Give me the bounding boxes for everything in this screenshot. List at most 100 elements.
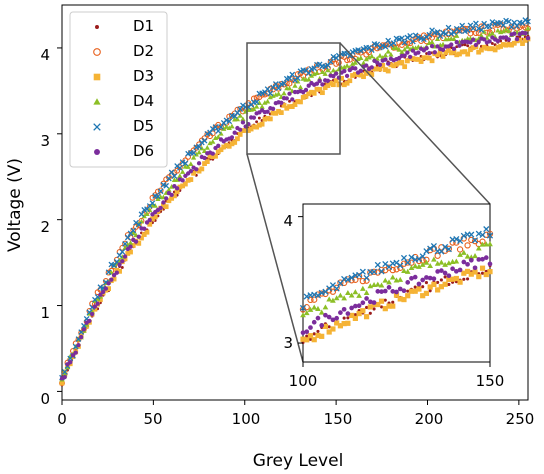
- inset-point-d6: [439, 268, 444, 273]
- inset-plot: 100 150 3 4: [283, 203, 504, 390]
- point-d1: [490, 42, 494, 45]
- point-d6: [303, 87, 309, 93]
- inset-point-d5: [479, 231, 486, 239]
- point-d5: [478, 27, 485, 33]
- point-d3: [358, 72, 364, 78]
- point-d6: [429, 43, 435, 49]
- point-d4: [454, 33, 460, 38]
- inset-point-d1: [372, 307, 376, 311]
- point-d5: [448, 30, 455, 37]
- point-d6: [317, 78, 322, 84]
- inset-point-d4: [442, 261, 448, 267]
- inset-point-d2: [434, 252, 441, 259]
- point-d5: [157, 188, 164, 195]
- point-d3: [333, 78, 339, 84]
- inset-point-d6: [326, 314, 332, 320]
- point-d6: [427, 50, 432, 56]
- inset-point-d6: [457, 267, 463, 273]
- point-d3: [207, 153, 213, 159]
- point-d4: [144, 211, 150, 217]
- point-d4: [190, 154, 197, 160]
- point-d4: [503, 26, 509, 32]
- point-d3: [361, 74, 366, 80]
- inset-point-d1: [346, 316, 350, 320]
- point-d4: [308, 73, 315, 78]
- point-d3: [511, 40, 517, 46]
- point-d4: [525, 25, 531, 31]
- point-d5: [240, 102, 246, 109]
- point-d3: [462, 49, 468, 54]
- inset-x-tick-label: 100: [289, 372, 318, 390]
- inset-point-d4: [472, 253, 478, 259]
- point-d6: [416, 50, 421, 55]
- inset-point-d1: [406, 289, 410, 293]
- point-d2: [245, 100, 252, 107]
- legend-marker-d3: [93, 73, 101, 81]
- point-d5: [163, 182, 170, 189]
- point-d6: [358, 68, 363, 73]
- point-d3: [481, 44, 487, 50]
- inset-point-d2: [307, 296, 314, 304]
- inset-point-d4: [341, 295, 347, 301]
- point-d3: [385, 68, 391, 74]
- point-d3: [328, 80, 334, 86]
- inset-point-d2: [471, 237, 479, 245]
- point-d3: [114, 267, 120, 273]
- x-tick-label: 50: [143, 410, 162, 428]
- inset-point-d5: [378, 268, 385, 275]
- inset-point-d3: [311, 337, 317, 343]
- point-d6: [457, 43, 462, 48]
- point-d6: [525, 36, 531, 41]
- point-d5: [500, 22, 507, 29]
- point-d3: [128, 249, 133, 255]
- point-d4: [237, 113, 243, 118]
- point-d5: [204, 130, 211, 137]
- point-d4: [292, 83, 298, 88]
- point-d6: [265, 109, 270, 114]
- zoom-connector-top: [339, 42, 491, 205]
- inset-point-d5: [299, 304, 307, 312]
- point-d6: [174, 186, 180, 191]
- point-d6: [424, 46, 429, 51]
- point-d6: [144, 220, 150, 225]
- inset-point-d3: [337, 323, 343, 329]
- inset-point-d3: [300, 336, 306, 342]
- point-d2: [407, 40, 414, 47]
- point-d6: [117, 262, 122, 267]
- inset-point-d4: [460, 249, 467, 255]
- point-d2: [470, 26, 477, 33]
- point-d3: [320, 90, 325, 96]
- inset-point-d3: [483, 271, 489, 278]
- inset-point-d1: [421, 285, 425, 289]
- point-d3: [363, 71, 369, 76]
- point-d4: [234, 116, 241, 122]
- y-tick-label: 4: [40, 46, 50, 64]
- point-d4: [306, 76, 312, 82]
- point-d6: [290, 97, 295, 102]
- point-d3: [248, 126, 254, 132]
- point-d3: [520, 41, 525, 46]
- inset-point-d3: [446, 276, 452, 283]
- inset-point-d4: [318, 309, 325, 315]
- point-d3: [122, 256, 128, 262]
- inset-point-d3: [476, 274, 482, 280]
- point-d3: [177, 184, 183, 190]
- point-d3: [325, 83, 331, 89]
- point-d3: [130, 243, 136, 248]
- point-d6: [62, 374, 67, 380]
- inset-point-d1: [391, 300, 395, 304]
- inset-point-d4: [326, 296, 333, 302]
- point-d4: [262, 100, 268, 105]
- point-d5: [190, 150, 197, 156]
- point-d6: [279, 100, 284, 105]
- x-axis-label: Grey Level: [253, 451, 344, 471]
- inset-point-d6: [424, 275, 429, 280]
- point-d2: [475, 30, 482, 36]
- point-d6: [344, 73, 350, 79]
- inset-point-d3: [375, 301, 381, 308]
- point-d4: [399, 49, 405, 55]
- inset-point-d4: [446, 260, 452, 266]
- point-d6: [320, 82, 325, 87]
- main-y-tick-labels: 0 1 2 3 4: [40, 46, 50, 408]
- point-d3: [440, 54, 446, 59]
